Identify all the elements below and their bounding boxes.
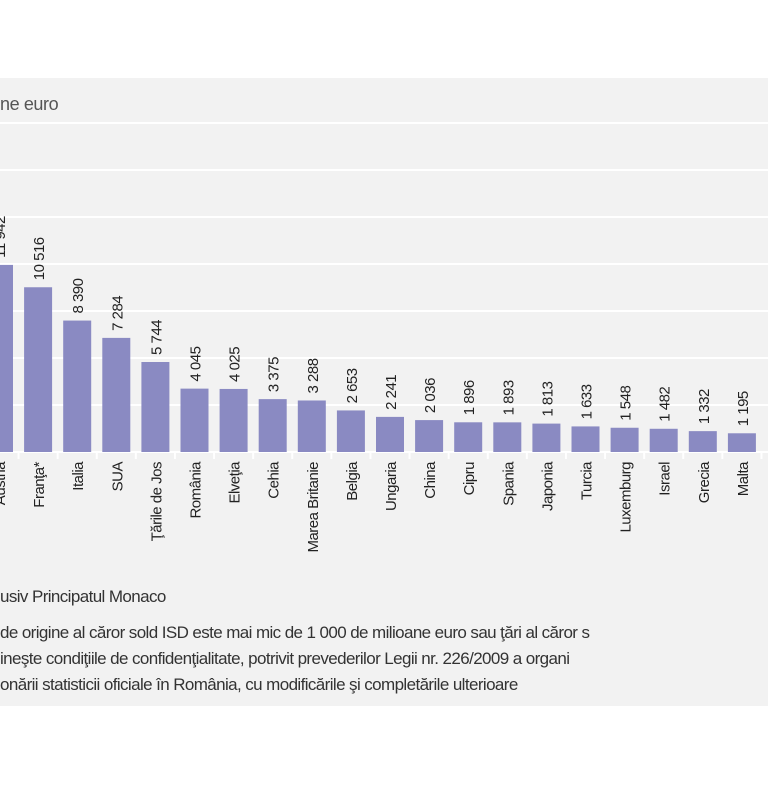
category-label: Cipru	[461, 462, 478, 496]
bar	[180, 388, 209, 452]
category-label: Grecia	[696, 461, 713, 503]
category-label: Ungaria	[383, 461, 400, 511]
footnote-3: ineşte condiţiile de confidenţialitate, …	[0, 649, 570, 668]
footnote-2: de origine al căror sold ISD este mai mi…	[0, 623, 590, 642]
bar	[0, 264, 13, 452]
bar	[297, 400, 326, 452]
value-label: 1 813	[539, 381, 556, 416]
footnote-4: onării statisticii oficiale în România, …	[0, 675, 518, 694]
category-label: Italia	[70, 461, 87, 491]
bar	[493, 422, 522, 452]
category-label: România	[188, 461, 205, 519]
category-label: Luxemburg	[618, 462, 635, 533]
value-label: 8 390	[70, 278, 87, 313]
category-label: Franţa*	[31, 461, 48, 507]
value-label: 1 548	[618, 386, 635, 421]
bar	[63, 320, 92, 452]
category-label: Marea Britanie	[305, 462, 322, 553]
bar	[376, 416, 404, 452]
bar	[24, 287, 53, 452]
bar-chart: 11 942 Austria 10 516 Franţa* 8 390 Italia 7 2…	[0, 122, 768, 553]
chart-panel: ne euro 11 942 Austria 10 516 Franţa* 8 390 I…	[0, 78, 768, 706]
footnote-1: usiv Principatul Monaco	[0, 587, 166, 606]
value-label: 4 045	[188, 346, 205, 381]
value-label: 1 896	[461, 380, 478, 415]
value-label: 1 893	[500, 380, 517, 415]
value-label: 2 241	[383, 375, 400, 410]
bar	[688, 431, 717, 452]
value-label: 3 375	[266, 357, 283, 392]
category-label: Cehia	[266, 461, 283, 499]
category-label: Malta	[735, 461, 752, 496]
value-label: 11 942	[0, 216, 9, 258]
y-axis-unit-label: ne euro	[0, 94, 59, 114]
bar	[415, 420, 444, 452]
value-label: 3 288	[305, 358, 322, 393]
bar	[141, 362, 170, 452]
bar	[649, 428, 678, 452]
bar	[610, 427, 639, 452]
value-label: 5 744	[148, 320, 165, 355]
value-label: 1 633	[579, 384, 596, 419]
bar	[102, 337, 131, 452]
category-label: SUA	[109, 462, 126, 492]
value-label: 1 332	[696, 389, 713, 424]
value-label: 10 516	[31, 237, 48, 280]
value-label: 2 036	[422, 378, 439, 413]
value-label: 1 195	[735, 391, 752, 426]
category-label: China	[422, 461, 439, 499]
value-label: 7 284	[109, 296, 126, 331]
category-label: Spania	[500, 461, 517, 506]
bar	[454, 422, 483, 452]
bar	[219, 388, 248, 452]
category-label: Israel	[657, 462, 674, 496]
category-label: Ţările de Jos	[148, 462, 165, 541]
category-label: Belgia	[344, 461, 361, 501]
value-label: 2 653	[344, 368, 361, 403]
bar	[727, 433, 756, 452]
category-label: Turcia	[579, 461, 596, 500]
bar	[571, 426, 600, 452]
bar	[336, 410, 365, 452]
value-label: 4 025	[227, 347, 244, 382]
value-label: 1 482	[657, 387, 674, 422]
bar	[532, 423, 561, 452]
category-label: Austria	[0, 461, 9, 505]
category-label: Elveţia	[227, 461, 244, 504]
category-label: Japonia	[539, 461, 556, 511]
bar	[258, 399, 287, 452]
